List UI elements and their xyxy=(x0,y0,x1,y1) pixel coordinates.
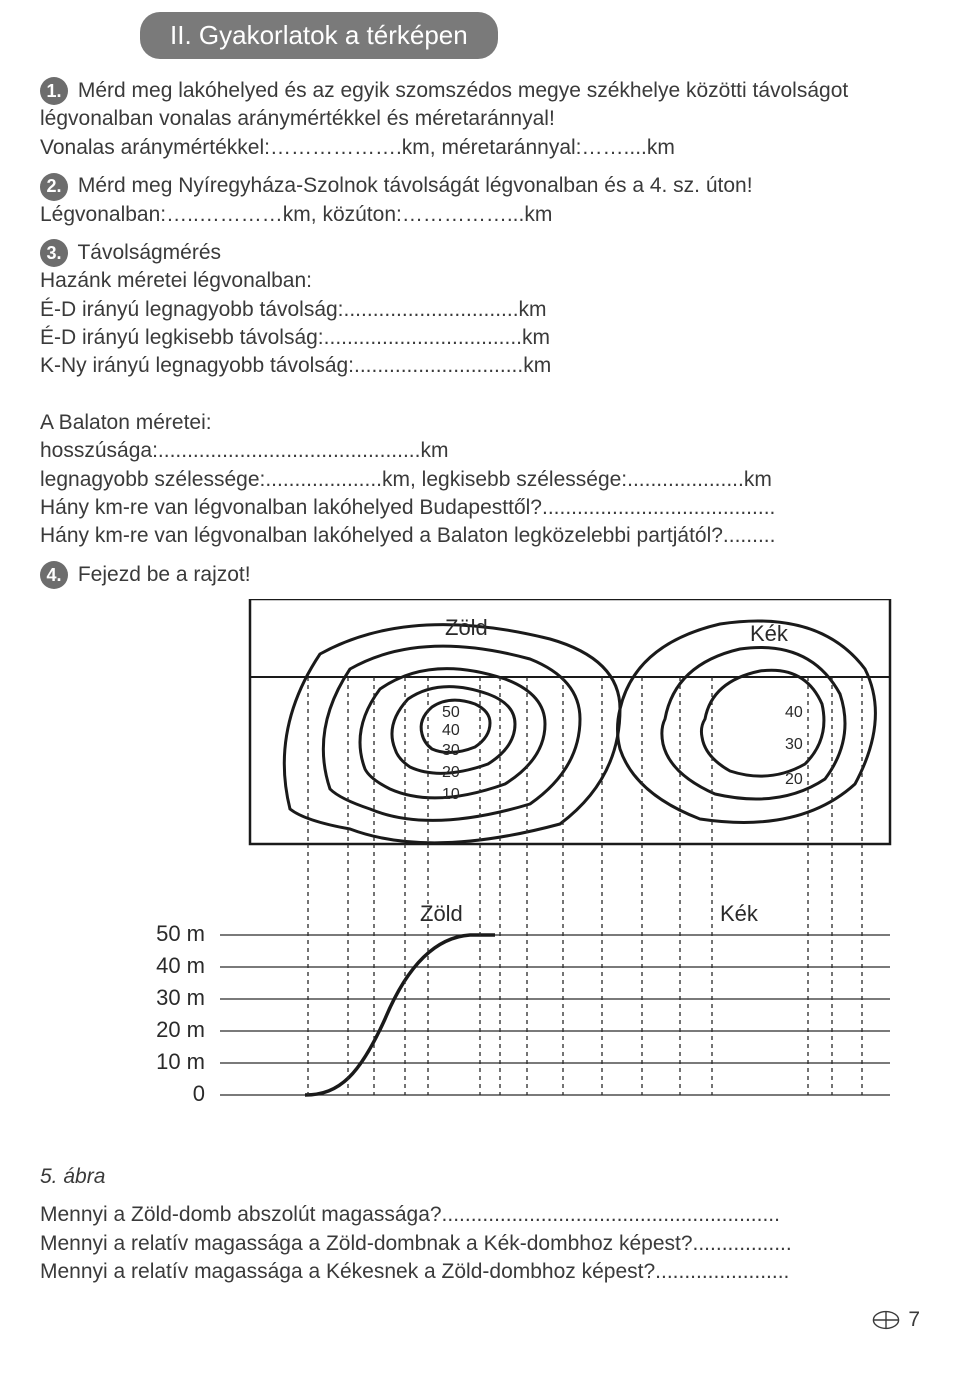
contour-map-group: Zöld Kék 50 40 30 20 10 40 30 20 xyxy=(250,599,890,844)
q4-text: Fejezd be a rajzot! xyxy=(78,563,251,586)
q2-fill: Légvonalban:…..…………km, közúton:……………...k… xyxy=(40,203,552,226)
zold-profile-label: Zöld xyxy=(420,901,463,926)
svg-text:40: 40 xyxy=(442,722,460,739)
svg-text:50 m: 50 m xyxy=(156,921,205,946)
bq-2: Mennyi a relatív magassága a Kékesnek a … xyxy=(40,1260,789,1283)
globe-icon xyxy=(872,1306,900,1334)
q3-line-9: Hány km-re van légvonalban lakóhelyed a … xyxy=(40,524,775,547)
svg-text:40: 40 xyxy=(785,704,803,721)
kek-contour-values: 40 30 20 xyxy=(785,704,803,788)
svg-text:10 m: 10 m xyxy=(156,1049,205,1074)
bottom-questions: Mennyi a Zöld-domb abszolút magassága?..… xyxy=(40,1201,920,1286)
exercise-3: 3. Távolságmérés Hazánk méretei légvonal… xyxy=(40,239,920,551)
svg-text:30 m: 30 m xyxy=(156,985,205,1010)
svg-text:10: 10 xyxy=(442,786,460,803)
q3-line-7: legnagyobb szélessége:..................… xyxy=(40,468,772,491)
bullet-3: 3. xyxy=(40,239,68,267)
svg-text:20 m: 20 m xyxy=(156,1017,205,1042)
q2-text: Mérd meg Nyíregyháza-Szolnok távolságát … xyxy=(78,174,753,197)
svg-text:20: 20 xyxy=(442,764,460,781)
q3-line-3: K-Ny irányú legnagyobb távolság:........… xyxy=(40,354,551,377)
q3-title: Távolságmérés xyxy=(77,241,221,264)
bullet-2: 2. xyxy=(40,173,68,201)
figure-5: Zöld Kék 50 40 30 20 10 40 30 20 xyxy=(40,599,920,1189)
zold-top-label: Zöld xyxy=(445,615,488,640)
exercise-2: 2. Mérd meg Nyíregyháza-Szolnok távolság… xyxy=(40,172,920,229)
exercise-1: 1. Mérd meg lakóhelyed és az egyik szoms… xyxy=(40,77,920,162)
svg-text:20: 20 xyxy=(785,771,803,788)
profile-curve xyxy=(305,935,495,1095)
q3-line-8: Hány km-re van légvonalban lakóhelyed Bu… xyxy=(40,496,775,519)
figure-5-svg: Zöld Kék 50 40 30 20 10 40 30 20 xyxy=(40,599,920,1159)
bq-1: Mennyi a relatív magassága a Zöld-dombna… xyxy=(40,1232,792,1255)
q3-line-5: A Balaton méretei: xyxy=(40,411,212,434)
q1-fill: Vonalas aránymértékkel:……………….km, méreta… xyxy=(40,136,675,159)
q3-line-6: hosszúsága:.............................… xyxy=(40,439,448,462)
q3-line-2: É-D irányú legkisebb távolság:..........… xyxy=(40,326,550,349)
svg-text:40 m: 40 m xyxy=(156,953,205,978)
figure-caption: 5. ábra xyxy=(40,1165,920,1189)
kek-profile-label: Kék xyxy=(720,901,759,926)
page-number: 7 xyxy=(908,1308,920,1332)
profile-y-ticks: 50 m 40 m 30 m 20 m 10 m 0 xyxy=(156,921,205,1106)
svg-text:30: 30 xyxy=(785,736,803,753)
profile-chart-group: 50 m 40 m 30 m 20 m 10 m 0 Zöld Kék xyxy=(156,844,890,1106)
bq-0: Mennyi a Zöld-domb abszolút magassága?..… xyxy=(40,1203,780,1226)
svg-text:50: 50 xyxy=(442,704,460,721)
q3-line-0: Hazánk méretei légvonalban: xyxy=(40,269,312,292)
exercise-4: 4. Fejezd be a rajzot! xyxy=(40,561,920,589)
svg-text:0: 0 xyxy=(193,1081,205,1106)
bullet-4: 4. xyxy=(40,561,68,589)
page-footer: 7 xyxy=(40,1306,920,1334)
zold-contour-values: 50 40 30 20 10 xyxy=(442,704,460,803)
kek-top-label: Kék xyxy=(750,621,789,646)
section-header: II. Gyakorlatok a térképen xyxy=(140,12,498,59)
profile-grid xyxy=(220,935,890,1095)
drop-lines-bottom xyxy=(308,844,862,1095)
svg-text:30: 30 xyxy=(442,742,460,759)
q3-line-1: É-D irányú legnagyobb távolság:.........… xyxy=(40,298,547,321)
bullet-1: 1. xyxy=(40,77,68,105)
q1-text: Mérd meg lakóhelyed és az egyik szomszéd… xyxy=(40,79,848,130)
kek-contours xyxy=(618,621,876,822)
